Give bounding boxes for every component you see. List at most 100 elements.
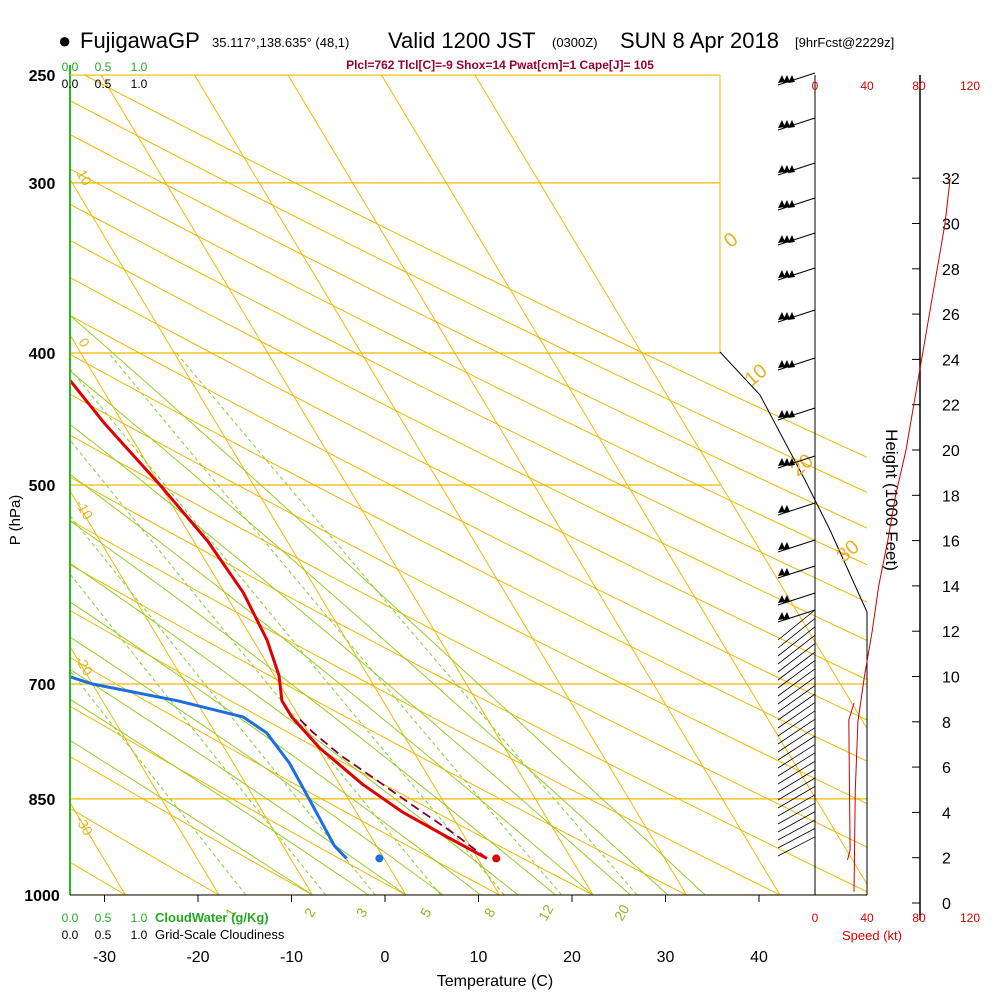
wind-barb-flag (788, 360, 795, 368)
wind-barb (777, 162, 816, 176)
wind-barb-flag (783, 458, 790, 466)
cloudiness-scale-label: 1.0 (131, 77, 148, 91)
wind-barb (777, 777, 816, 801)
cloudwater-scale-label: 0.0 (62, 60, 79, 74)
isotherm-label: 30 (833, 536, 864, 567)
wind-barb (777, 769, 816, 793)
wind-barb (777, 565, 816, 579)
speed-tick-label: 80 (912, 911, 926, 925)
isotherm-label: 0 (720, 228, 743, 252)
wind-barb-flag (783, 120, 790, 128)
utc-time: (0300Z) (552, 35, 598, 50)
mixing-ratio-line (70, 367, 505, 895)
wind-barb-flag (788, 312, 795, 320)
wind-barb-flag (778, 120, 785, 128)
speed-tick-label: 80 (912, 79, 926, 93)
surface-dewpoint-point (375, 854, 384, 863)
dry-adiabat (70, 353, 867, 762)
height-tick-label: 14 (942, 579, 960, 596)
isotherm-line (381, 75, 867, 886)
temperature-tick-label: 20 (563, 949, 581, 966)
wind-barb-flag (783, 312, 790, 320)
valid-date: SUN 8 Apr 2018 (620, 28, 779, 53)
wind-barb (777, 836, 816, 857)
isotherm-label: 10 (74, 167, 96, 189)
dry-adiabat (70, 476, 867, 893)
temperature-tick-label: 10 (470, 949, 488, 966)
wind-barb-flag (778, 505, 785, 513)
wind-barb-flag (778, 235, 785, 243)
wind-barb (777, 794, 816, 817)
pressure-tick-label: 850 (29, 792, 56, 809)
height-tick-label: 12 (942, 624, 960, 641)
temperature-tick-label: 0 (381, 949, 390, 966)
wind-barb-flag (788, 165, 795, 173)
wind-barb (777, 197, 816, 211)
height-tick-label: 20 (942, 443, 960, 460)
cloudiness-scale-label: 0.0 (62, 77, 79, 91)
wind-barb-flag (778, 568, 785, 576)
height-tick-label: 18 (942, 488, 960, 505)
wind-barb (777, 702, 816, 729)
height-tick-label: 30 (942, 217, 960, 234)
pressure-tick-label: 500 (29, 478, 56, 495)
wind-barb (777, 660, 816, 689)
wind-barb-flag (778, 410, 785, 418)
speed-tick-label: 120 (960, 79, 980, 93)
dry-adiabat (70, 519, 781, 895)
moist-adiabat (70, 698, 369, 895)
wind-barb-flag (788, 270, 795, 278)
isotherm-line (0, 75, 32, 895)
dry-adiabat (70, 609, 594, 895)
wind-barb (777, 828, 816, 849)
pressure-tick-label: 700 (29, 677, 56, 694)
wind-barb (777, 710, 816, 737)
temperature-tick-label: 40 (750, 949, 768, 966)
height-tick-label: 2 (942, 851, 951, 868)
cloudwater-scale-label: 0.5 (95, 911, 112, 925)
cloudwater-scale-label: 1.0 (131, 911, 148, 925)
wind-barb (777, 718, 816, 745)
wind-barb (777, 811, 816, 833)
right-border-lower (719, 351, 868, 895)
wind-barb (777, 539, 816, 553)
height-tick-label: 4 (942, 805, 951, 822)
stability-parameters: Plcl=762 Tlcl[C]=-9 Shox=14 Pwat[cm]=1 C… (346, 58, 654, 72)
wind-barb (777, 744, 816, 769)
wind-barb (777, 735, 816, 761)
wind-barb-flag (778, 200, 785, 208)
wind-barb-flag (778, 75, 785, 83)
wind-barb-flag (783, 595, 790, 603)
temperature-tick-label: 30 (657, 949, 675, 966)
cloudiness-scale-label: 0.5 (95, 928, 112, 942)
wind-barb-flag (783, 505, 790, 513)
wind-barb (777, 802, 816, 825)
wind-barb (777, 232, 816, 246)
mixing-ratio-line (176, 352, 638, 895)
speed-tick-label: 0 (812, 911, 819, 925)
height-tick-label: 28 (942, 262, 960, 279)
speed-tick-label: 0 (812, 79, 819, 93)
height-tick-label: 10 (942, 670, 960, 687)
pressure-tick-label: 250 (29, 68, 56, 85)
mixing-ratio-label: 8 (481, 905, 499, 920)
axes (69, 65, 921, 920)
height-tick-label: 6 (942, 760, 951, 777)
speed-tick-label: 40 (860, 79, 874, 93)
wind-barb (777, 117, 816, 131)
height-tick-label: 22 (942, 398, 960, 415)
wind-barb-flag (783, 568, 790, 576)
pressure-axis-title: P (hPa) (7, 495, 24, 546)
wind-barb (777, 72, 816, 86)
wind-barb (777, 309, 816, 323)
dry-adiabat (70, 393, 867, 805)
wind-speed-profile (847, 178, 951, 892)
wind-barb-flag (778, 595, 785, 603)
wind-barb-flag (783, 542, 790, 550)
wind-barb-flag (783, 75, 790, 83)
wind-barb-flag (778, 458, 785, 466)
moist-adiabat (70, 562, 519, 895)
cloudiness-axis-label: Grid-Scale Cloudiness (155, 927, 285, 942)
mixing-ratio-line (70, 439, 442, 895)
